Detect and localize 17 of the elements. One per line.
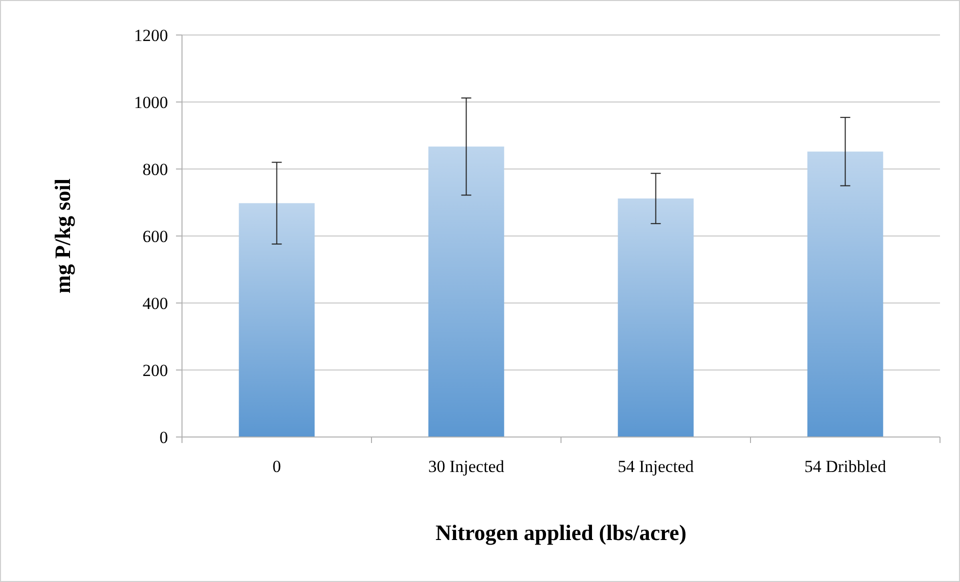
y-tick-label: 0 xyxy=(160,428,168,447)
bar xyxy=(807,152,884,437)
x-tick-label: 54 Dribbled xyxy=(804,457,887,476)
y-tick-label: 600 xyxy=(142,226,168,246)
bar xyxy=(428,146,504,437)
x-tick-label: 54 Injected xyxy=(618,457,694,476)
y-tick-label: 200 xyxy=(142,360,168,380)
x-axis-title: Nitrogen applied (lbs/acre) xyxy=(436,520,686,545)
y-axis-title: mg P/kg soil xyxy=(50,178,75,294)
x-tick-label: 0 xyxy=(272,457,281,476)
x-tick-label: 30 Injected xyxy=(428,457,505,476)
bar xyxy=(618,198,694,437)
bar xyxy=(238,203,315,437)
y-tick-label: 800 xyxy=(142,160,168,179)
y-tick-label: 400 xyxy=(142,294,168,313)
y-tick-label: 1200 xyxy=(134,26,168,45)
y-tick-label: 1000 xyxy=(134,92,168,112)
